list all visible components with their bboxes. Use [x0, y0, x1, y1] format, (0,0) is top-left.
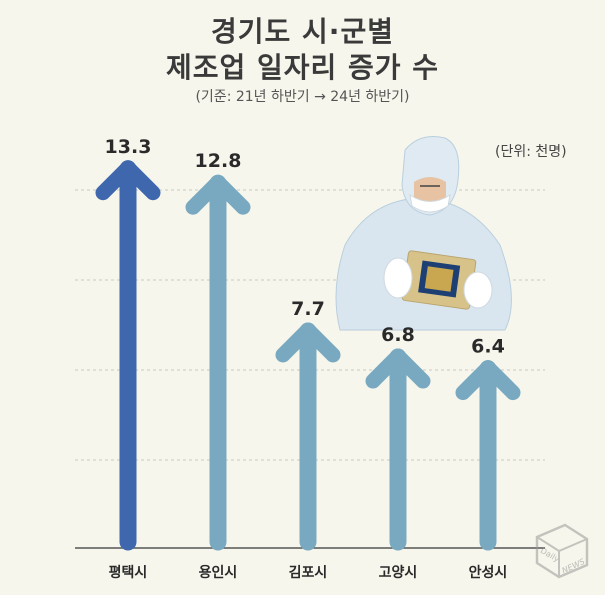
category-label: 김포시 [289, 564, 328, 581]
watermark-logo: Daily NEWS [535, 523, 589, 579]
chart-subtitle: (기준: 21년 하반기 → 24년 하반기) [195, 89, 410, 105]
category-label: 안성시 [469, 564, 508, 581]
data-label: 6.4 [471, 336, 505, 358]
category-label: 용인시 [199, 564, 238, 581]
category-label: 평택시 [109, 564, 148, 581]
data-label: 6.8 [381, 324, 415, 346]
chart-title-line2: 제조업 일자리 증가 수 [165, 51, 440, 84]
worker-illustration [335, 136, 512, 331]
bar-arrow [95, 160, 161, 551]
bar-arrow [185, 174, 251, 551]
unit-label: (단위: 천명) [495, 144, 567, 160]
bar-arrow [365, 348, 431, 551]
bar-arrowhead [275, 322, 341, 363]
data-label: 13.3 [105, 136, 152, 158]
labels-group: 13.3 평택시 12.8 용인시 7.7 김포시 6.8 고양시 6.4 안성시 [105, 136, 508, 581]
watermark-line2: NEWS [561, 557, 587, 575]
data-label: 7.7 [291, 298, 325, 320]
bar-arrow [455, 360, 521, 551]
bar-arrowhead [455, 360, 521, 401]
watermark-line1: Daily [539, 546, 561, 564]
bar-arrow [275, 322, 341, 551]
chart-title: 경기도 시·군별 [211, 15, 394, 48]
category-label: 고양시 [379, 565, 418, 581]
bar-arrowhead [365, 348, 431, 389]
bars-group [95, 160, 521, 551]
bar-arrowhead [185, 174, 251, 215]
bar-arrowhead [95, 160, 161, 201]
data-label: 12.8 [195, 150, 242, 172]
